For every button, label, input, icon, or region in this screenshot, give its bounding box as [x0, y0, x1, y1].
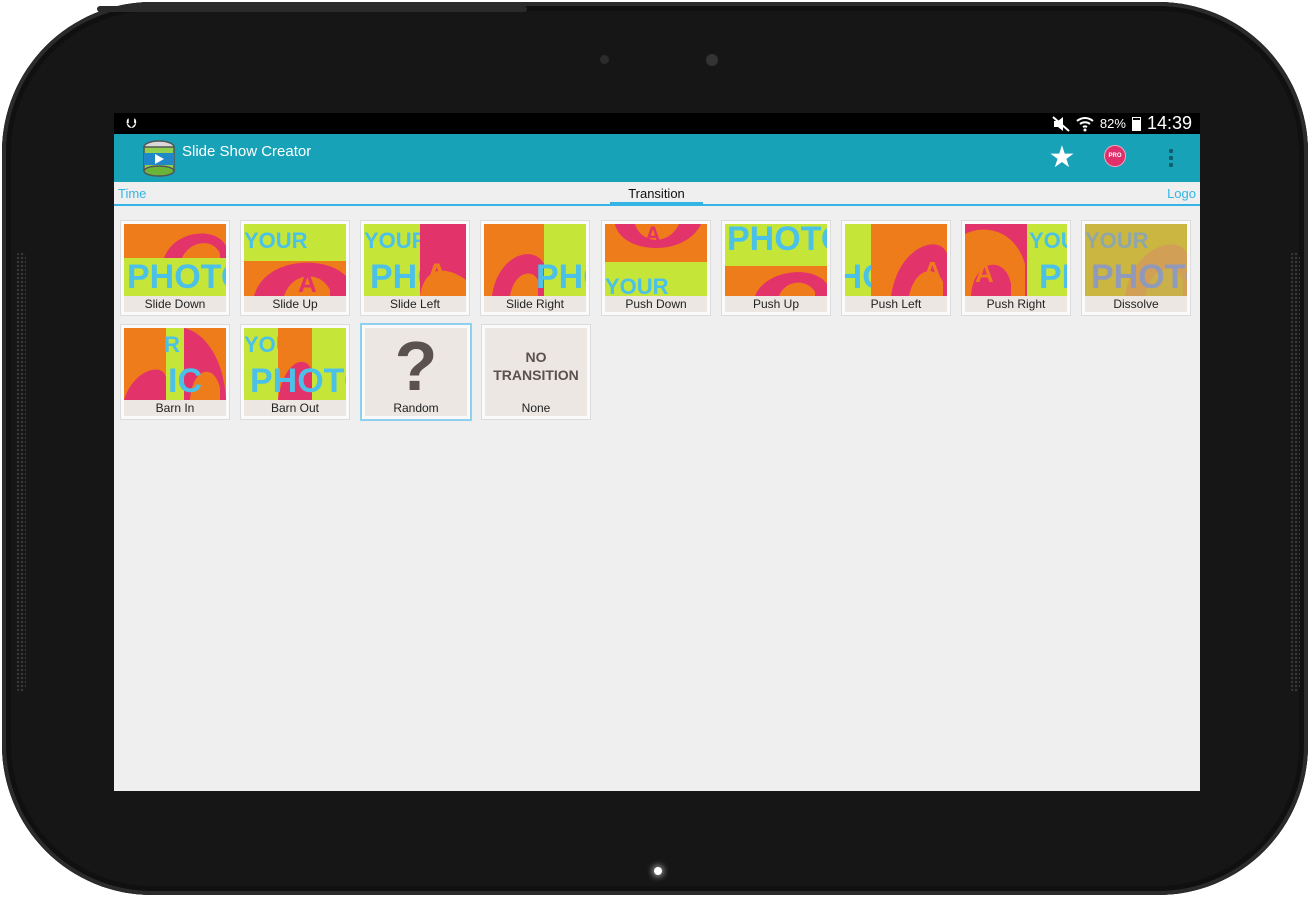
svg-text:YOUR: YOUR — [364, 228, 428, 253]
svg-text:A: A — [426, 258, 448, 291]
transition-thumbnail: PHOTO — [484, 224, 586, 296]
transition-thumbnail: PHOTO — [725, 224, 827, 296]
svg-text:A: A — [923, 256, 942, 286]
svg-text:YOUR: YOUR — [1029, 228, 1067, 253]
transition-dissolve[interactable]: YOUR PHOTO Dissolve — [1082, 221, 1190, 315]
transition-thumbnail: YOUR PHOTO — [1085, 224, 1187, 296]
transition-label: Barn In — [124, 400, 226, 416]
battery-percent: 82% — [1099, 116, 1126, 131]
mute-icon — [1052, 115, 1070, 132]
pro-badge-icon: PRO — [1104, 145, 1126, 167]
svg-text:R: R — [164, 332, 180, 357]
tab-indicator — [610, 202, 703, 206]
svg-text:YOUR: YOUR — [244, 228, 308, 253]
transition-label: Slide Down — [124, 296, 226, 312]
overflow-menu-icon[interactable] — [1164, 146, 1178, 170]
transition-thumbnail: A YOUR PHOTO — [965, 224, 1067, 296]
transition-random[interactable]: ? Random — [362, 325, 470, 419]
svg-text:YOUR: YOUR — [1085, 228, 1149, 253]
transition-label: Push Left — [845, 296, 947, 312]
svg-text:PHOTO: PHOTO — [250, 362, 346, 400]
status-icons: 82% 14:39 — [1052, 113, 1192, 134]
pro-upgrade-button[interactable]: PRO — [1104, 145, 1128, 171]
transition-thumbnail: A YOUR — [605, 224, 707, 296]
transition-slide-right[interactable]: PHOTO Slide Right — [481, 221, 589, 315]
clock: 14:39 — [1146, 113, 1192, 133]
transition-push-up[interactable]: PHOTO Push Up — [722, 221, 830, 315]
home-indicator-light — [654, 867, 662, 875]
transition-none[interactable]: NO TRANSITION None — [482, 325, 590, 419]
transition-push-left[interactable]: PHOTO A Push Left — [842, 221, 950, 315]
device-edge — [97, 6, 527, 12]
tab-time[interactable]: Time — [118, 186, 147, 201]
status-bar: ⮋ 82% 14:39 — [114, 113, 1200, 134]
svg-text:PHOTO: PHOTO — [1039, 258, 1067, 296]
svg-text:IC: IC — [168, 362, 202, 400]
transition-thumbnail: YOUR A — [244, 224, 346, 296]
wifi-icon — [1076, 116, 1094, 131]
svg-text:A: A — [645, 224, 661, 247]
transition-label: Random — [365, 400, 467, 416]
app-logo-icon[interactable] — [142, 139, 176, 177]
speaker-grille-left — [16, 252, 26, 692]
transition-thumbnail: PHOTO — [124, 224, 226, 296]
transition-thumbnail: YOUR PHOTO A — [364, 224, 466, 296]
transition-label: Push Down — [605, 296, 707, 312]
transition-slide-up[interactable]: YOUR A Slide Up — [241, 221, 349, 315]
speaker-grille-right — [1290, 252, 1300, 692]
transition-push-right[interactable]: A YOUR PHOTO Push Right — [962, 221, 1070, 315]
tab-bar: Time Transition Logo — [114, 182, 1200, 206]
app-title: Slide Show Creator — [182, 143, 312, 160]
transition-label: Dissolve — [1085, 296, 1187, 312]
svg-text:PHOTO: PHOTO — [1091, 258, 1187, 296]
transition-barn-in[interactable]: IC R Barn In — [121, 325, 229, 419]
transition-thumbnail: YOUR PHOTO — [244, 328, 346, 400]
transition-thumbnail: IC R — [124, 328, 226, 400]
transition-label: Slide Up — [244, 296, 346, 312]
usb-icon: ⮋ — [126, 115, 137, 131]
svg-text:PHOTO: PHOTO — [536, 258, 586, 296]
transition-label: Push Up — [725, 296, 827, 312]
transition-label: None — [485, 400, 587, 416]
svg-text:PHOTO: PHOTO — [727, 224, 827, 258]
transition-thumbnail: PHOTO A — [845, 224, 947, 296]
transition-label: Push Right — [965, 296, 1067, 312]
transition-barn-out[interactable]: YOUR PHOTO Barn Out — [241, 325, 349, 419]
sensor — [600, 55, 609, 64]
svg-text:PHOTO: PHOTO — [127, 258, 226, 296]
tab-logo[interactable]: Logo — [1167, 186, 1196, 201]
transition-label: Barn Out — [244, 400, 346, 416]
no-transition-text: NO TRANSITION — [493, 349, 579, 383]
transition-slide-left[interactable]: YOUR PHOTO A Slide Left — [361, 221, 469, 315]
svg-text:YOUR: YOUR — [605, 274, 669, 296]
transition-label: Slide Left — [364, 296, 466, 312]
front-camera — [706, 54, 718, 66]
action-bar: Slide Show Creator ★ PRO — [114, 134, 1200, 182]
svg-text:A: A — [298, 268, 317, 296]
favorite-star-icon[interactable]: ★ — [1048, 141, 1076, 174]
transition-push-down[interactable]: A YOUR Push Down — [602, 221, 710, 315]
question-mark-icon: ? — [394, 327, 438, 405]
screen: ⮋ 82% 14:39 Slide Show Creator ★ — [114, 113, 1200, 791]
transition-slide-down[interactable]: PHOTO Slide Down — [121, 221, 229, 315]
svg-text:A: A — [975, 258, 994, 288]
tab-transition[interactable]: Transition — [628, 186, 685, 201]
transition-label: Slide Right — [484, 296, 586, 312]
battery-icon — [1131, 116, 1141, 131]
